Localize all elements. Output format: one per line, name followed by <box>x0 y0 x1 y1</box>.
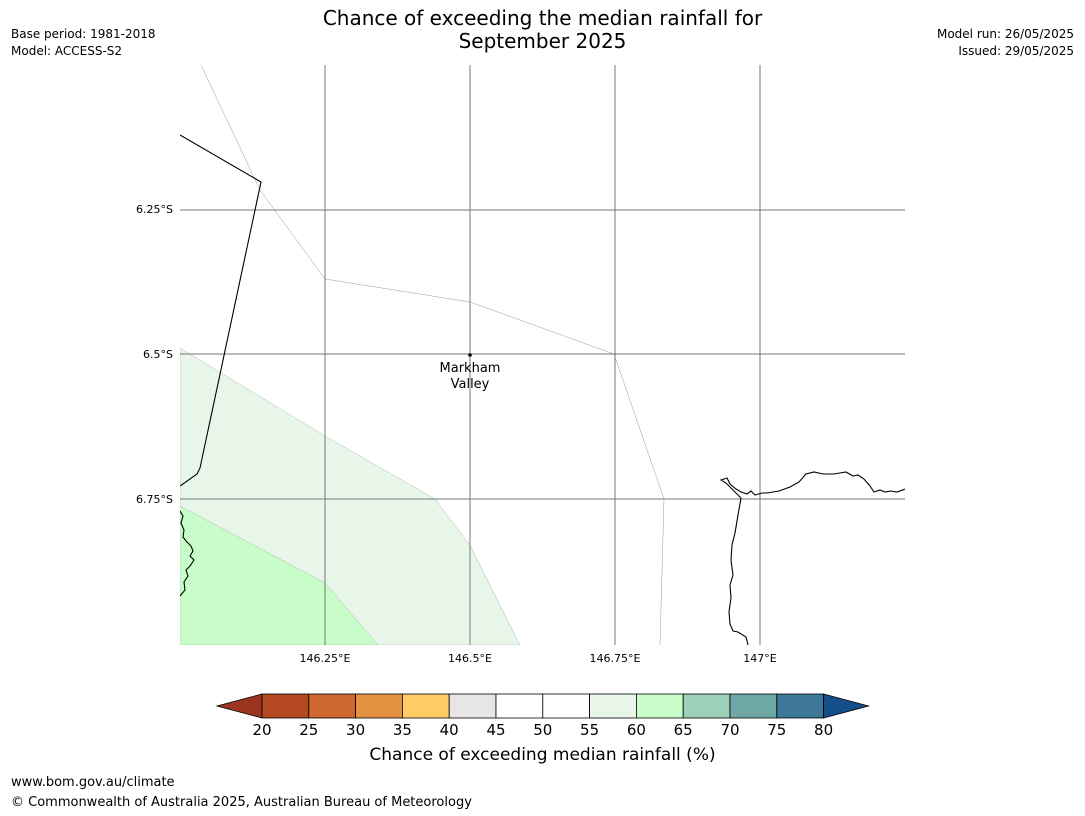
colorbar-swatch <box>776 693 824 719</box>
meta-right: Model run: 26/05/2025 Issued: 29/05/2025 <box>937 26 1074 60</box>
footer-url[interactable]: www.bom.gov.au/climate <box>11 775 175 790</box>
lat-label-6-5: 6.5°S <box>143 348 173 361</box>
title-line-2: September 2025 <box>458 29 627 53</box>
colorbar-tick-label: 45 <box>486 721 505 739</box>
place-label-line-1: Markham <box>440 361 501 376</box>
model-run: Model run: 26/05/2025 <box>936 27 1074 41</box>
colorbar-swatch <box>448 693 497 719</box>
coastline <box>719 471 905 645</box>
colorbar-swatch <box>636 693 684 719</box>
lon-label-146-25: 146.25°E <box>300 652 351 665</box>
colorbar: 20 25 30 35 40 45 50 55 60 65 70 75 80 <box>215 693 871 739</box>
colorbar-ticks: 20 25 30 35 40 45 50 55 60 65 70 75 80 <box>252 721 833 739</box>
colorbar-swatch <box>589 693 637 719</box>
colorbar-swatches <box>215 693 871 719</box>
lat-label-6-75: 6.75°S <box>136 493 173 506</box>
colorbar-swatch <box>495 693 544 719</box>
lon-label-147: 147°E <box>743 652 776 665</box>
issued-date: Issued: 29/05/2025 <box>958 44 1074 58</box>
colorbar-tick-label: 40 <box>440 721 459 739</box>
title-line-1: Chance of exceeding the median rainfall … <box>322 6 763 30</box>
colorbar-tick-label: 75 <box>767 721 786 739</box>
colorbar-swatch <box>401 693 450 719</box>
base-period: Base period: 1981-2018 <box>11 27 156 41</box>
country-border <box>180 134 262 487</box>
colorbar-extend-high <box>823 693 871 719</box>
colorbar-extend-low <box>215 693 263 719</box>
colorbar-tick-label: 35 <box>393 721 412 739</box>
colorbar-label: Chance of exceeding median rainfall (%) <box>369 745 716 765</box>
border-lower-left <box>180 510 195 597</box>
lon-label-146-5: 146.5°E <box>448 652 492 665</box>
colorbar-tick-label: 20 <box>252 721 271 739</box>
map: Markham Valley 6.25°S 6.5°S 6.75°S 146.2… <box>136 65 905 665</box>
place-label-line-2: Valley <box>451 377 490 392</box>
colorbar-tick-label: 25 <box>299 721 318 739</box>
colorbar-tick-label: 30 <box>346 721 365 739</box>
meta-left: Base period: 1981-2018 Model: ACCESS-S2 <box>11 26 156 60</box>
colorbar-tick-label: 55 <box>580 721 599 739</box>
colorbar-swatch <box>261 693 310 719</box>
chart-title: Chance of exceeding the median rainfall … <box>0 7 1085 53</box>
region-60-65 <box>180 505 379 645</box>
colorbar-swatch <box>542 693 590 719</box>
lat-label-6-25: 6.25°S <box>136 203 173 216</box>
colorbar-tick-label: 65 <box>674 721 693 739</box>
colorbar-swatch <box>355 693 403 719</box>
colorbar-tick-label: 80 <box>814 721 833 739</box>
markham-valley-dot <box>468 353 472 357</box>
lon-label-146-75: 146.75°E <box>590 652 641 665</box>
colorbar-swatch <box>308 693 356 719</box>
model-name: Model: ACCESS-S2 <box>11 44 123 58</box>
footer-copyright: © Commonwealth of Australia 2025, Austra… <box>11 795 472 810</box>
colorbar-tick-label: 70 <box>720 721 739 739</box>
colorbar-swatch <box>682 693 731 719</box>
colorbar-swatch <box>729 693 778 719</box>
colorbar-tick-label: 50 <box>533 721 552 739</box>
colorbar-tick-label: 60 <box>627 721 646 739</box>
